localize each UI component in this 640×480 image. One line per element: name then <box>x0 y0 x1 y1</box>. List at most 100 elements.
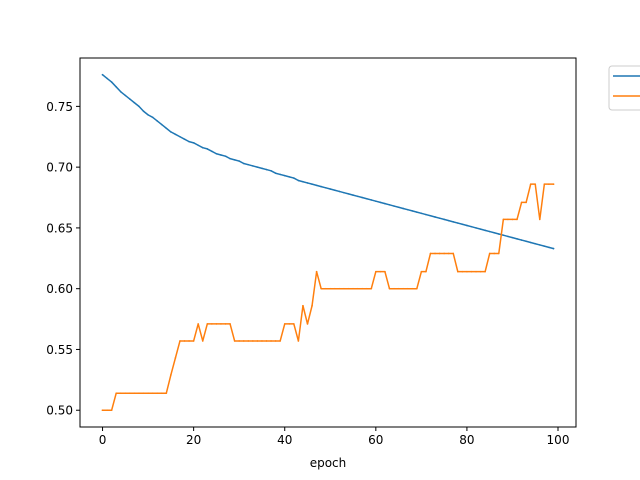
data-point <box>534 242 537 245</box>
data-point <box>124 392 127 395</box>
data-point <box>142 392 145 395</box>
data-point <box>479 228 482 230</box>
data-point <box>197 323 199 325</box>
data-point <box>247 340 250 342</box>
data-point <box>224 323 227 325</box>
data-point <box>466 224 468 227</box>
data-point <box>434 252 436 255</box>
y-tick-label: 0.70 <box>46 161 73 175</box>
data-point <box>138 392 140 395</box>
data-point <box>270 340 272 342</box>
data-point <box>170 374 172 376</box>
data-point <box>110 409 113 412</box>
series-layer <box>101 73 555 412</box>
data-point <box>201 146 204 149</box>
y-tick-label: 0.65 <box>46 221 73 235</box>
x-tick-label: 40 <box>277 433 292 447</box>
data-point <box>434 216 436 218</box>
data-point <box>147 392 149 395</box>
data-point <box>393 205 395 207</box>
data-point <box>443 218 445 221</box>
data-point <box>397 206 400 209</box>
data-point <box>133 392 136 395</box>
data-point <box>329 188 332 190</box>
data-point <box>119 392 122 395</box>
data-point <box>420 270 423 273</box>
data-point <box>329 287 332 290</box>
data-point <box>242 340 245 342</box>
data-point <box>229 157 231 160</box>
data-point <box>470 270 473 273</box>
data-point <box>283 323 286 325</box>
legend <box>608 65 640 111</box>
data-point <box>520 239 523 241</box>
data-point <box>393 287 395 290</box>
data-point <box>493 252 496 255</box>
data-point <box>543 245 546 247</box>
data-point <box>402 287 404 290</box>
data-point <box>129 392 131 395</box>
y-axis: 0.50 0.55 0.60 0.65 0.70 0.75 <box>46 100 80 418</box>
series-line <box>101 183 555 411</box>
data-point <box>197 144 199 147</box>
data-point <box>447 252 450 255</box>
data-point <box>438 217 441 219</box>
data-point <box>306 182 309 184</box>
data-point <box>110 81 113 83</box>
data-point <box>265 340 268 342</box>
data-point <box>334 287 336 290</box>
data-point <box>324 287 327 290</box>
data-point <box>470 225 473 228</box>
data-point <box>397 287 400 290</box>
data-point <box>320 287 322 290</box>
data-point <box>306 323 309 325</box>
data-point <box>206 323 209 325</box>
data-point <box>252 165 254 167</box>
data-point <box>352 287 354 290</box>
data-point <box>238 340 240 342</box>
data-point <box>129 98 131 100</box>
data-point <box>220 323 222 325</box>
data-point <box>179 340 181 342</box>
data-point <box>411 210 414 212</box>
data-point <box>411 287 414 290</box>
data-point <box>502 218 505 221</box>
data-point <box>106 77 108 80</box>
data-point <box>261 167 263 170</box>
data-point <box>379 270 382 273</box>
data-point <box>115 86 118 88</box>
data-point <box>151 392 154 395</box>
data-point <box>252 340 254 342</box>
data-point <box>242 162 245 165</box>
data-point <box>484 229 486 232</box>
data-point <box>548 183 550 185</box>
data-point <box>443 252 445 255</box>
data-point <box>343 287 345 290</box>
data-point <box>543 183 546 185</box>
x-tick-label: 100 <box>547 433 570 447</box>
data-point <box>274 340 277 342</box>
data-point <box>338 190 341 193</box>
data-point <box>293 177 295 179</box>
data-point <box>347 193 350 195</box>
data-point <box>279 340 281 342</box>
data-point <box>183 340 186 342</box>
data-point <box>192 340 195 342</box>
data-point <box>365 197 368 200</box>
data-point <box>466 270 468 273</box>
data-point <box>406 287 409 290</box>
data-point <box>142 110 145 113</box>
data-point <box>101 73 104 76</box>
data-point <box>179 135 181 138</box>
data-point <box>425 213 427 216</box>
data-point <box>165 127 168 130</box>
data-point <box>288 176 291 178</box>
data-point <box>315 184 318 187</box>
data-point <box>529 241 532 244</box>
data-point <box>320 185 322 188</box>
data-point <box>552 247 555 250</box>
data-point <box>229 323 231 325</box>
data-point <box>201 340 204 342</box>
